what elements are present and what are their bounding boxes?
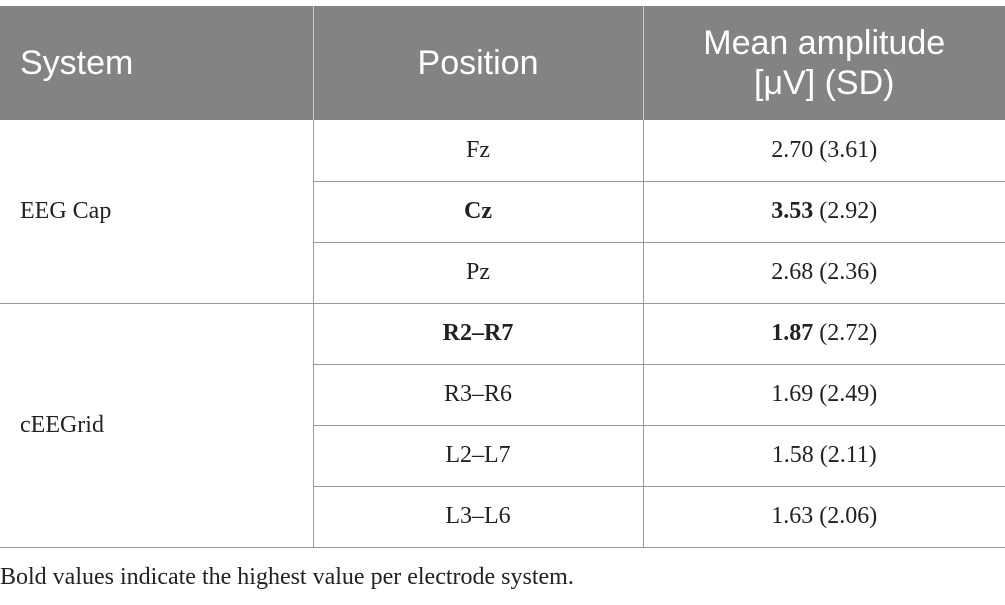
sd-value: (2.49) xyxy=(813,381,878,407)
amplitude-cell: 1.58 (2.11) xyxy=(642,424,1005,487)
header-row: System Position Mean amplitude [μV] (SD) xyxy=(0,6,1005,120)
table-row: cEEGrid R2–R7 1.87 (2.72) xyxy=(0,302,1005,548)
position-cell: Fz xyxy=(312,120,644,182)
amplitude-cell: 2.70 (3.61) xyxy=(642,120,1005,182)
system-cell: cEEGrid xyxy=(0,302,314,548)
header-mean-amplitude: Mean amplitude [μV] (SD) xyxy=(642,6,1005,120)
mean-value: 2.68 xyxy=(771,259,814,285)
table-row: R3–R6 1.69 (2.49) xyxy=(0,363,1005,426)
mean-value: 1.87 xyxy=(771,320,814,346)
sd-value: (3.61) xyxy=(813,136,878,163)
sd-value: (2.36) xyxy=(813,259,878,285)
amplitude-cell: 3.53 (2.92) xyxy=(642,180,1005,243)
table-row: Cz 3.53 (2.92) xyxy=(0,180,1005,243)
position-cell: Pz xyxy=(312,241,644,304)
table-row: EEG Cap Fz 2.70 (3.61) xyxy=(0,120,1005,304)
table-row: L2–L7 1.58 (2.11) xyxy=(0,424,1005,487)
sd-value: (2.11) xyxy=(813,442,877,468)
sd-value: (2.06) xyxy=(813,503,878,529)
mean-value: 1.58 xyxy=(771,442,814,468)
table-footnote: Bold values indicate the highest value p… xyxy=(0,564,574,590)
position-cell: Cz xyxy=(312,180,644,243)
amplitude-cell: 2.68 (2.36) xyxy=(642,241,1005,304)
amplitude-cell: 1.69 (2.49) xyxy=(642,363,1005,426)
position-cell: R3–R6 xyxy=(312,363,644,426)
position-cell: L2–L7 xyxy=(312,424,644,487)
position-cell: R2–R7 xyxy=(312,302,644,365)
sd-value: (2.92) xyxy=(813,198,878,224)
amplitude-cell: 1.87 (2.72) xyxy=(642,302,1005,365)
header-position: Position xyxy=(312,6,643,120)
position-cell: L3–L6 xyxy=(312,485,644,548)
mean-value: 2.70 xyxy=(771,136,814,163)
system-cell: EEG Cap xyxy=(0,120,314,304)
mean-value: 1.69 xyxy=(771,381,814,407)
header-amplitude-line1: Mean amplitude xyxy=(703,24,946,62)
mean-value: 3.53 xyxy=(771,198,814,224)
table-row: L3–L6 1.63 (2.06) xyxy=(0,485,1005,548)
amplitude-table: System Position Mean amplitude [μV] (SD)… xyxy=(0,6,1005,548)
mean-value: 1.63 xyxy=(771,503,814,529)
table-row: Pz 2.68 (2.36) xyxy=(0,241,1005,304)
amplitude-cell: 1.63 (2.06) xyxy=(642,485,1005,548)
header-amplitude-line2: [μV] (SD) xyxy=(754,64,895,102)
header-system: System xyxy=(0,6,313,120)
sd-value: (2.72) xyxy=(813,320,878,346)
